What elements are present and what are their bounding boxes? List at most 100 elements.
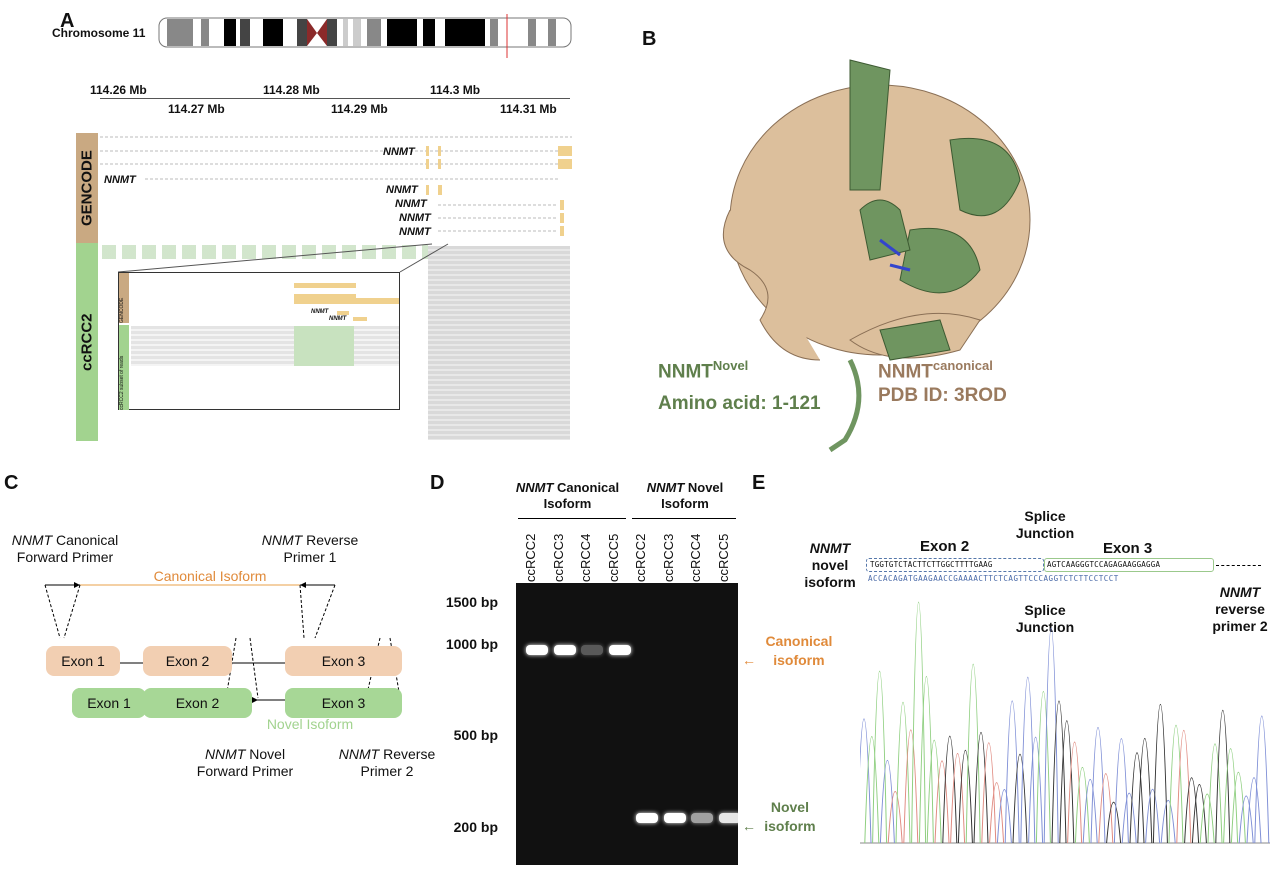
lane-label: ccRCC5 <box>715 533 731 582</box>
novel-sup: Novel <box>712 358 749 373</box>
protein-structure <box>722 59 1031 453</box>
chromatogram-peak <box>965 663 981 844</box>
gene: NNMT <box>204 746 246 762</box>
gene: NNMT <box>515 480 554 495</box>
inset-reads <box>131 326 399 366</box>
chromatogram-peak <box>1152 703 1168 844</box>
chromatogram-peak <box>918 675 934 844</box>
inset-exon <box>294 283 356 288</box>
chromatogram-peak <box>1160 800 1176 844</box>
chromatogram-peak <box>1051 700 1067 844</box>
panel-label-a: A <box>60 10 75 32</box>
text: Isoform <box>661 496 709 511</box>
canonical-structure-label: NNMTcanonical <box>878 358 993 383</box>
canonical-exon-1: Exon 1 <box>46 646 120 676</box>
group-bracket <box>632 518 736 519</box>
novel-label: NNMT <box>658 361 713 383</box>
canonical-exon-2: Exon 2 <box>143 646 232 676</box>
chromatogram-peak <box>1207 743 1223 844</box>
gene: NNMT <box>646 480 685 495</box>
gene: NNMT <box>11 532 53 548</box>
text: Reverse <box>302 532 359 548</box>
gel-band <box>636 813 658 823</box>
novel-aa-range: Amino acid: 1-121 <box>658 393 821 414</box>
chromatogram-peak <box>981 742 997 844</box>
chromatogram-peak <box>1129 752 1145 844</box>
chromatogram-peak <box>1043 627 1059 844</box>
canonical-band-label: ← Canonical isoform <box>742 632 838 670</box>
chromatogram-peak <box>1191 784 1207 844</box>
inset-exon <box>294 294 356 299</box>
gel-band <box>718 813 741 823</box>
panel-label-e: E <box>752 472 766 494</box>
chromatogram-peak <box>996 789 1012 844</box>
read-sequence: ACCACAGATGAAGAACCGAAAACTTCTCAGTTCCCAGGTC… <box>868 574 1119 583</box>
panel-label-d: D <box>430 472 445 494</box>
gene-label: NNMT <box>395 198 427 210</box>
chromatogram-peak <box>1168 724 1184 844</box>
chromatogram-peak <box>887 791 903 844</box>
gene-label: NNMT <box>104 174 136 186</box>
chromatogram-peak <box>1098 773 1114 844</box>
text: Canonical isoform <box>765 633 833 668</box>
chromatogram-peak <box>1012 753 1028 844</box>
novel-exon-1-label: Exon 1 <box>72 688 146 718</box>
chromatogram-peak <box>1067 741 1083 844</box>
text: Novel <box>684 480 724 495</box>
chromatogram-peak <box>1004 700 1020 844</box>
novel-exon-2: Exon 2 <box>143 688 252 718</box>
novel-band-label: ← Novel isoform <box>742 798 820 836</box>
chromatogram-peak <box>911 601 927 844</box>
read-coverage <box>428 246 570 440</box>
chromatogram-peak <box>957 749 973 844</box>
gel-image <box>516 583 741 865</box>
axis-tick: 114.29 Mb <box>331 102 388 116</box>
chromatogram-peak <box>1246 777 1262 844</box>
novel-isoform-label-e: NNMT novel isoform <box>795 540 865 591</box>
chromatogram-peak <box>1199 793 1215 844</box>
lane-label: ccRCC2 <box>633 533 648 582</box>
chromatogram-peak <box>895 701 911 844</box>
chromatogram-peak <box>860 718 872 844</box>
gel-band <box>553 645 576 655</box>
canonical-isoform-label: Canonical Isoform <box>153 568 267 584</box>
group-bracket <box>518 518 626 519</box>
text: primer 2 <box>1212 618 1268 634</box>
canonical-forward-primer-label: NNMT Canonical Forward Primer <box>0 532 130 566</box>
chromatogram-peak <box>1113 738 1129 844</box>
ladder-label: 1500 bp <box>445 594 498 610</box>
novel-exon-3: Exon 3 <box>285 688 402 718</box>
zoom-inset: GENCODE ccRCC2 subset of reads NNMT NNMT <box>118 272 400 410</box>
gene-label: NNMT <box>383 146 415 158</box>
lane-label: ccRCC3 <box>660 533 676 582</box>
gene: NNMT <box>809 540 851 556</box>
gene: NNMT <box>261 532 303 548</box>
gencode-transcripts <box>100 136 572 236</box>
inset-exon <box>337 311 349 315</box>
text: Reverse <box>379 746 436 762</box>
gel-band <box>691 813 713 823</box>
chromatogram-peak <box>934 760 950 844</box>
text: Canonical <box>52 532 119 548</box>
chromatogram-peak <box>973 731 989 844</box>
novel-structure-label: NNMTNovel <box>658 358 748 383</box>
exon2-label: Exon 2 <box>920 538 970 555</box>
read-coverage-sparse <box>102 245 428 259</box>
ladder-label: 200 bp <box>453 819 498 835</box>
splice-junction-bottom: Splice Junction <box>1015 602 1075 635</box>
chromosome-ideogram <box>158 14 572 58</box>
canonical-group-label: NNMT Canonical Isoform <box>505 480 630 512</box>
chromatogram-peak <box>1082 778 1098 844</box>
chromatogram-peak <box>942 735 958 844</box>
chromatogram-peak <box>879 759 895 844</box>
lane-label: ccRCC4 <box>578 533 593 582</box>
axis-tick: 114.28 Mb <box>263 83 320 97</box>
lane-label: ccRCC4 <box>688 533 703 582</box>
exon2-sequence: TGGTGTCTACTTCTTGGCTTTTGAAG <box>866 558 1044 572</box>
inset-reads-exon <box>294 326 354 366</box>
gene: NNMT <box>1219 584 1261 600</box>
chromatogram-peak <box>1238 795 1254 844</box>
text: Forward Primer <box>16 549 114 565</box>
text: Novel isoform <box>764 799 816 834</box>
sequencing-chromatogram <box>860 601 1270 844</box>
